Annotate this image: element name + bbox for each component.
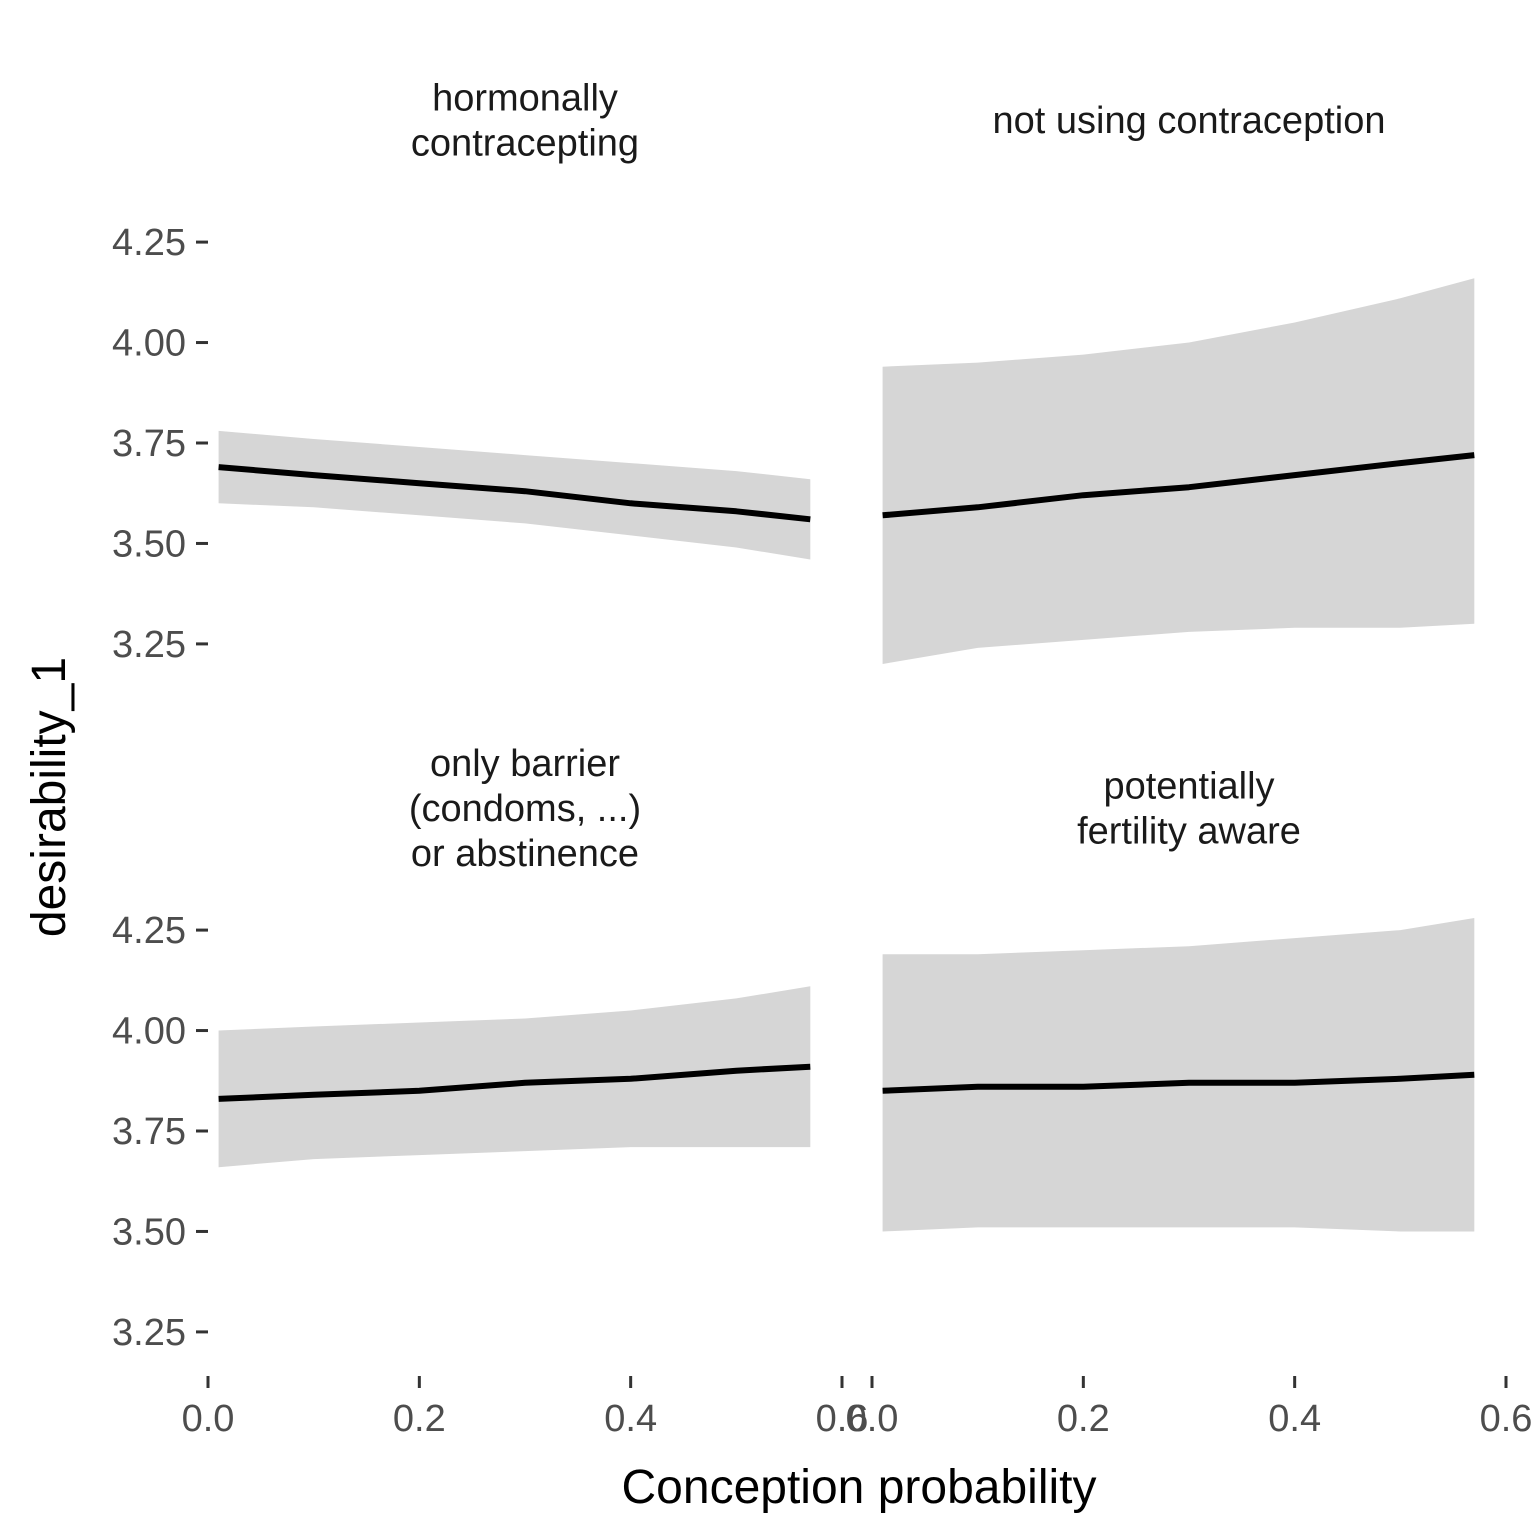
fit-line-3 xyxy=(218,1063,811,1102)
x-tick-label: 0.2 xyxy=(393,1398,446,1440)
y-tick-label: 3.50 xyxy=(112,1212,186,1254)
x-tick-label: 0.6 xyxy=(1480,1398,1533,1440)
y-tick-label: 4.00 xyxy=(112,1011,186,1053)
panel-title-3-line-1: only barrier xyxy=(430,743,620,785)
x-tick-label: 0.2 xyxy=(1057,1398,1110,1440)
y-tick-label: 3.25 xyxy=(112,1312,186,1354)
y-tick-label: 3.75 xyxy=(112,423,186,465)
panel-title-2-line-1: not using contraception xyxy=(993,100,1386,142)
confidence-band-4 xyxy=(882,918,1475,1232)
x-axis-title: Conception probability xyxy=(622,1461,1097,1514)
confidence-band-3 xyxy=(218,986,811,1168)
x-tick-label: 0.6 xyxy=(816,1398,869,1440)
y-axis-row-1: 3.25 3.50 3.75 4.00 4.25 xyxy=(112,222,208,666)
y-tick-label: 4.25 xyxy=(112,910,186,952)
x-tick-label: 0.4 xyxy=(1268,1398,1321,1440)
y-axes-group: 3.25 3.50 3.75 4.00 4.25 3.25 3.50 3.75 4.00 4.25 xyxy=(112,222,208,1354)
panel-title-4-line-2: fertility aware xyxy=(1077,811,1301,853)
confidence-band-2 xyxy=(882,278,1475,664)
y-tick-label: 3.50 xyxy=(112,524,186,566)
y-tick-label: 3.75 xyxy=(112,1111,186,1153)
y-tick-label: 3.25 xyxy=(112,624,186,666)
panel-title-4-line-1: potentially xyxy=(1103,766,1274,808)
x-axis-col-1: 0.0 0.2 0.4 0.6 xyxy=(182,1376,869,1440)
confidence-band-1 xyxy=(218,430,811,560)
y-tick-label: 4.25 xyxy=(112,222,186,264)
panel-title-1-line-1: hormonally xyxy=(432,78,618,120)
panel-2: not using contraception xyxy=(882,100,1475,664)
panel-title-3-line-2: (condoms, ...) xyxy=(409,788,641,830)
y-axis-row-2: 3.25 3.50 3.75 4.00 4.25 xyxy=(112,910,208,1354)
x-tick-label: 0.4 xyxy=(604,1398,657,1440)
fit-line-4 xyxy=(882,1071,1475,1094)
y-tick-label: 4.00 xyxy=(112,323,186,365)
x-tick-label: 0.0 xyxy=(846,1398,899,1440)
x-tick-label: 0.0 xyxy=(182,1398,235,1440)
panel-3: only barrier(condoms, ...)or abstinence xyxy=(218,743,811,1168)
x-axes-group: 0.0 0.2 0.4 0.60.0 0.2 0.4 0.6 xyxy=(182,1376,1533,1440)
x-axis-col-2: 0.0 0.2 0.4 0.6 xyxy=(846,1376,1533,1440)
panel-title-3-line-3: or abstinence xyxy=(411,833,639,875)
y-axis-title: desirability_1 xyxy=(23,657,76,937)
fit-line-1 xyxy=(218,464,811,523)
fit-line-2 xyxy=(882,452,1475,519)
panel-title-1-line-2: contracepting xyxy=(411,123,639,165)
